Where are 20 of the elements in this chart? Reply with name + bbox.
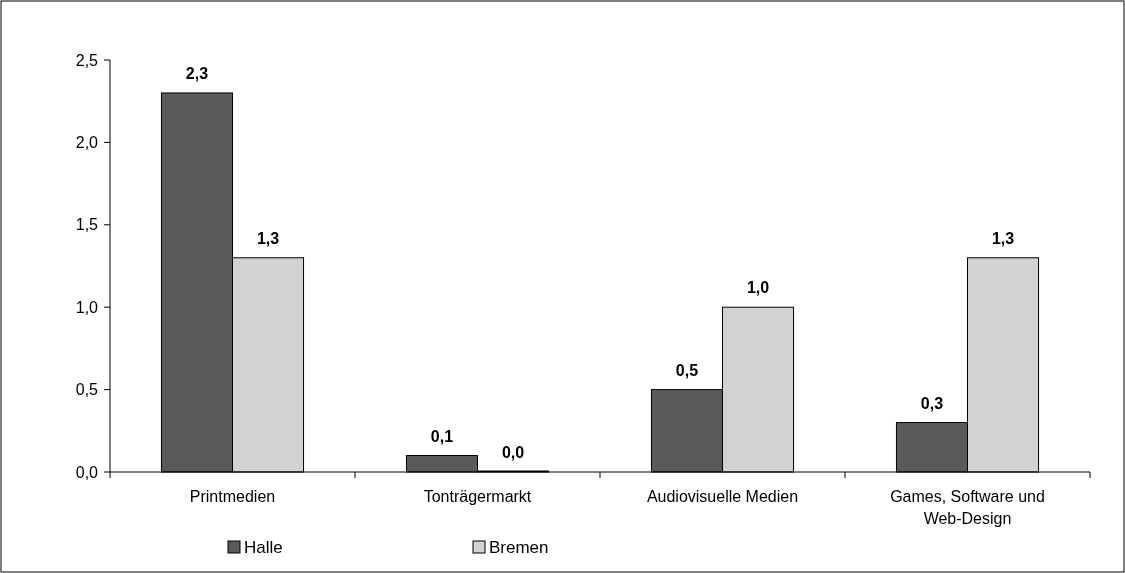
data-label: 0,1 [430,427,454,445]
data-label: 2,3 [185,64,209,82]
data-label: 1,3 [256,229,280,247]
data-label: 1,3 [991,229,1015,247]
data-label: 1,0 [746,279,770,297]
y-tick-label: 2,5 [75,51,99,69]
x-tick-label: Printmedien [189,488,276,505]
x-tick-label: Tonträgermarkt [423,488,532,505]
y-tick-label: 0,0 [75,463,99,481]
data-label: 0,3 [920,394,944,412]
y-tick-label: 0,5 [75,381,99,399]
y-tick-label: 1,0 [75,298,99,316]
y-tick-label: 2,0 [75,134,99,151]
data-label: 0,0 [501,444,525,461]
x-tick-label: Games, Software und Web-Design [890,488,1045,527]
data-label: 0,5 [675,361,699,379]
x-tick-label: Audiovisuelle Medien [646,488,799,505]
legend-label: Bremen [489,537,549,557]
y-tick-label: 1,5 [75,216,99,234]
legend-label: Halle [244,537,283,557]
